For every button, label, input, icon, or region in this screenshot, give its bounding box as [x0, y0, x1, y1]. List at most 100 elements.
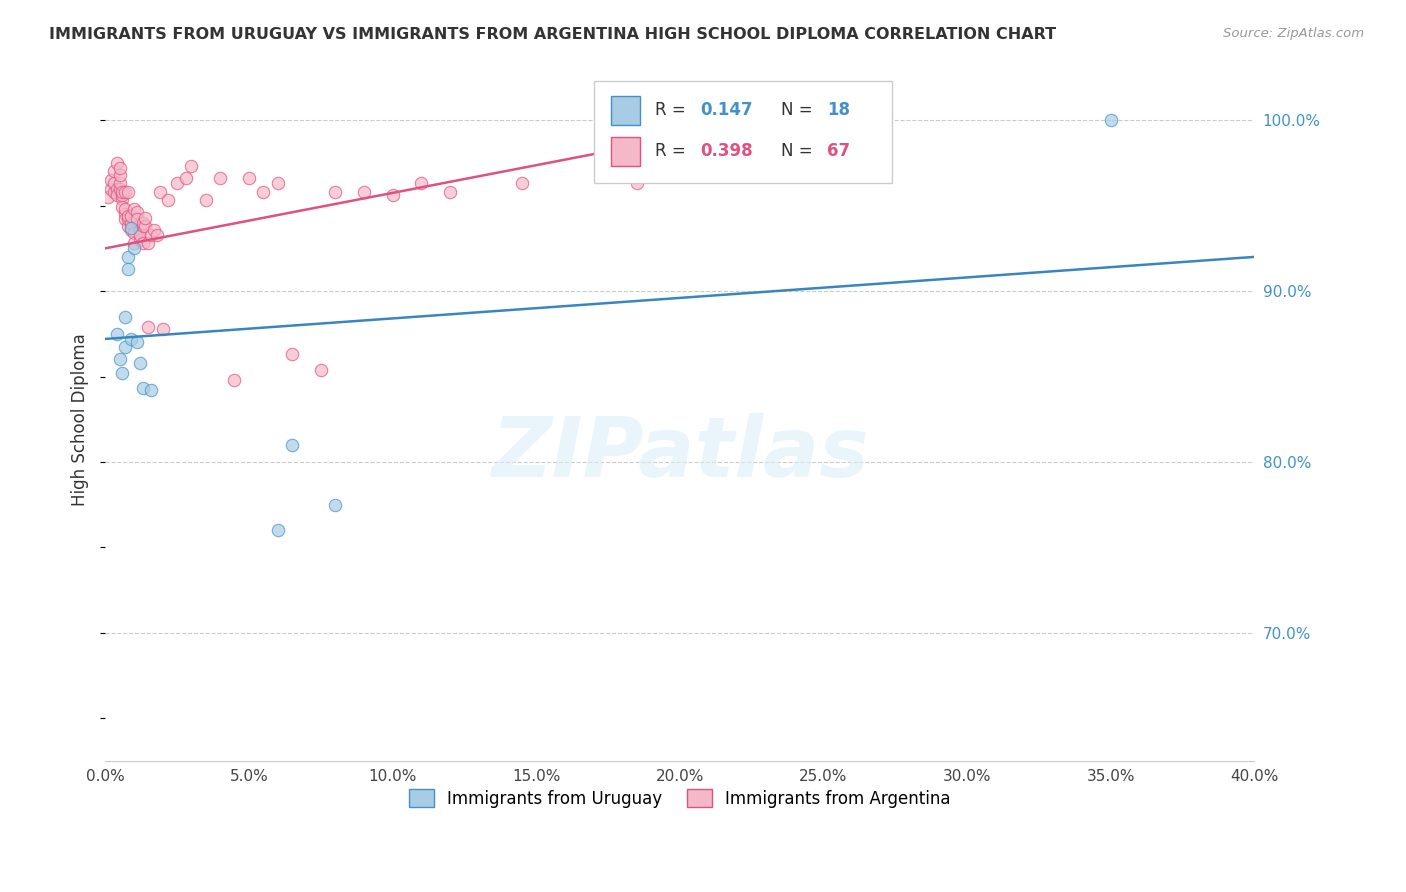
Text: ZIPatlas: ZIPatlas	[491, 413, 869, 494]
Point	[117, 185, 139, 199]
Point	[111, 192, 134, 206]
Point	[323, 498, 346, 512]
Point	[131, 382, 153, 396]
Point	[100, 173, 122, 187]
Point	[128, 233, 150, 247]
Point	[114, 310, 136, 324]
Point	[108, 161, 131, 175]
Point	[309, 362, 332, 376]
Point	[103, 185, 125, 199]
Point	[146, 227, 169, 242]
Point	[128, 222, 150, 236]
Point	[117, 250, 139, 264]
Point	[125, 212, 148, 227]
Point	[131, 219, 153, 234]
Point	[266, 177, 288, 191]
Point	[281, 347, 304, 361]
Point	[105, 188, 128, 202]
Point	[122, 241, 145, 255]
Point	[136, 320, 159, 334]
Point	[136, 236, 159, 251]
Point	[103, 164, 125, 178]
Text: R =: R =	[655, 102, 685, 120]
Text: Source: ZipAtlas.com: Source: ZipAtlas.com	[1223, 27, 1364, 40]
Point	[128, 356, 150, 370]
Point	[117, 261, 139, 276]
Point	[224, 373, 246, 387]
Point	[120, 220, 142, 235]
Point	[439, 185, 461, 199]
Point	[353, 185, 375, 199]
Point	[114, 341, 136, 355]
FancyBboxPatch shape	[593, 81, 893, 184]
Point	[105, 156, 128, 170]
Point	[626, 177, 648, 191]
Point	[120, 209, 142, 223]
Y-axis label: High School Diploma: High School Diploma	[72, 333, 89, 506]
Point	[120, 332, 142, 346]
Text: 18: 18	[827, 102, 849, 120]
Point	[114, 185, 136, 199]
Point	[128, 227, 150, 242]
Point	[149, 185, 172, 199]
Point	[111, 188, 134, 202]
Point	[114, 207, 136, 221]
Point	[252, 185, 274, 199]
Point	[114, 202, 136, 216]
Point	[381, 188, 404, 202]
Point	[323, 185, 346, 199]
Text: 0.398: 0.398	[700, 142, 754, 161]
Point	[266, 524, 288, 538]
FancyBboxPatch shape	[610, 96, 640, 125]
Point	[180, 159, 202, 173]
Point	[111, 185, 134, 199]
Text: N =: N =	[780, 102, 813, 120]
Point	[108, 168, 131, 182]
Point	[141, 227, 163, 242]
Point	[114, 212, 136, 227]
Point	[111, 366, 134, 380]
Point	[411, 177, 433, 191]
Point	[117, 212, 139, 227]
FancyBboxPatch shape	[610, 136, 640, 166]
Point	[194, 194, 217, 208]
Point	[209, 171, 232, 186]
Point	[105, 181, 128, 195]
Point	[117, 209, 139, 223]
Point	[122, 202, 145, 216]
Point	[174, 171, 197, 186]
Text: N =: N =	[780, 142, 813, 161]
Text: 67: 67	[827, 142, 851, 161]
Point	[122, 226, 145, 240]
Text: R =: R =	[655, 142, 685, 161]
Text: 0.147: 0.147	[700, 102, 754, 120]
Point	[166, 177, 188, 191]
Point	[125, 205, 148, 219]
Point	[117, 219, 139, 234]
Point	[281, 438, 304, 452]
Point	[131, 236, 153, 251]
Point	[122, 236, 145, 251]
Point	[143, 222, 166, 236]
Point	[125, 335, 148, 350]
Point	[120, 216, 142, 230]
Point	[134, 211, 156, 225]
Point	[105, 326, 128, 341]
Text: IMMIGRANTS FROM URUGUAY VS IMMIGRANTS FROM ARGENTINA HIGH SCHOOL DIPLOMA CORRELA: IMMIGRANTS FROM URUGUAY VS IMMIGRANTS FR…	[49, 27, 1056, 42]
Point	[141, 383, 163, 397]
Point	[120, 222, 142, 236]
Point	[152, 321, 174, 335]
Point	[111, 200, 134, 214]
Point	[97, 190, 120, 204]
Point	[100, 181, 122, 195]
Point	[1099, 113, 1122, 128]
Point	[108, 177, 131, 191]
Point	[157, 194, 180, 208]
Legend: Immigrants from Uruguay, Immigrants from Argentina: Immigrants from Uruguay, Immigrants from…	[402, 783, 957, 814]
Point	[103, 177, 125, 191]
Point	[131, 216, 153, 230]
Point	[510, 177, 533, 191]
Point	[108, 181, 131, 195]
Point	[108, 352, 131, 367]
Point	[238, 171, 260, 186]
